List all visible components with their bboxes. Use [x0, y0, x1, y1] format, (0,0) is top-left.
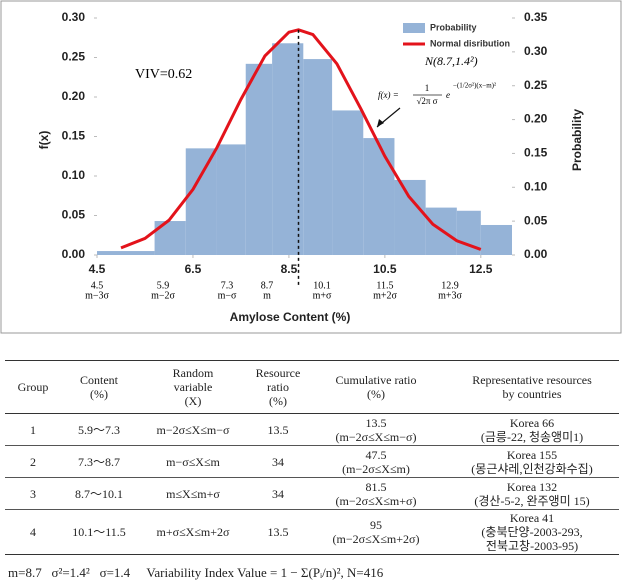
- table-cell: Korea 132 (경산-5-2, 완주앵미 15): [474, 479, 590, 508]
- y-tick-label: 0.10: [62, 168, 86, 182]
- y2-tick-label: 0.30: [524, 44, 548, 58]
- y2-tick-label: 0.15: [524, 146, 548, 160]
- x-tick-label: 6.5: [185, 262, 202, 276]
- table-cell: 34: [272, 454, 284, 469]
- y-tick-label: 0.25: [62, 50, 86, 64]
- sigma-value: 12.9: [441, 280, 459, 291]
- y2-tick-label: 0.00: [524, 247, 548, 261]
- bar: [245, 63, 273, 255]
- sigma-value: 7.3: [221, 280, 234, 291]
- table-cell: 5.9～7.3: [77, 422, 120, 437]
- table-row: 4 10.1～11.5 m+σ≤X≤m+2σ 13.5 95 (m−2σ≤X≤m+2σ)…: [5, 510, 619, 555]
- table-row: 1 5.9～7.3 m−2σ≤X≤m−σ 13.5 13.5 (m−2σ≤X≤m−σ) K…: [5, 414, 619, 446]
- table-cell: 13.5 (m−2σ≤X≤m−σ): [335, 415, 417, 444]
- table-cell: m−2σ≤X≤m−σ: [156, 422, 230, 437]
- table-cell: 4: [30, 525, 36, 539]
- table-row: 2 7.3～8.7 m−σ≤X≤m 34 47.5 (m−2σ≤X≤m) Korea 15…: [5, 446, 619, 478]
- y2-tick-label: 0.35: [524, 10, 548, 24]
- bar: [480, 224, 512, 255]
- y2-tick-label: 0.10: [524, 179, 548, 193]
- distribution-annotation: N(8.7,1.4²): [424, 54, 478, 68]
- y2-tick-label: 0.25: [524, 78, 548, 92]
- y-axis-title: f(x): [37, 131, 51, 150]
- y-tick-label: 0.00: [62, 247, 86, 261]
- table-cell: 1: [30, 422, 36, 437]
- bar: [303, 59, 333, 255]
- x-axis-title: Amylose Content (%): [230, 310, 351, 324]
- table-cell: 47.5 (m−2σ≤X≤m): [342, 447, 410, 476]
- sigma-label: m−3σ: [85, 290, 109, 301]
- x-tick-label: 8.5: [281, 262, 298, 276]
- formula-base: e: [446, 90, 450, 100]
- column-header: Resource ratio (%): [255, 366, 301, 408]
- sigma-value: 4.5: [91, 280, 104, 291]
- sigma-value: 8.7: [261, 280, 274, 291]
- column-header: Random variable (X): [172, 366, 214, 408]
- x-tick-label: 10.5: [373, 262, 397, 276]
- sigma-label: m: [263, 290, 271, 301]
- sigma-label: m−2σ: [151, 290, 175, 301]
- bar: [185, 148, 217, 255]
- table-cell: Korea 66 (금릉-22, 청송앵미1): [480, 415, 584, 444]
- formula: f(x) = 1 √2π σ e −(1/2σ²)(x−m)²: [378, 82, 496, 106]
- x-tick-label: 4.5: [89, 262, 106, 276]
- y2-axis-title: Probability: [570, 109, 584, 171]
- table-cell: 13.5: [267, 422, 289, 437]
- bar: [97, 251, 155, 255]
- x-tick-label: 12.5: [469, 262, 493, 276]
- table-cell: m+σ≤X≤m+2σ: [156, 525, 230, 539]
- sigma-label: m−σ: [218, 290, 237, 301]
- table-cell: 7.3～8.7: [77, 454, 120, 469]
- table-row: 3 8.7～10.1 m≤X≤m+σ 34 81.5 (m−2σ≤X≤m+σ) Korea…: [5, 478, 619, 510]
- y2-tick-label: 0.05: [524, 213, 548, 227]
- column-header: Cumulative ratio (%): [335, 373, 417, 401]
- column-header: Group: [17, 380, 49, 394]
- footnote: m=8.7 σ²=1.4² σ=1.4 Variability Index Va…: [8, 565, 384, 580]
- arrow-head: [377, 119, 384, 127]
- table-cell: m≤X≤m+σ: [166, 486, 220, 501]
- legend-label: Probability: [430, 22, 477, 32]
- bar: [394, 179, 426, 255]
- table-cell: m−σ≤X≤m: [166, 454, 220, 469]
- column-header: Content (%): [80, 373, 118, 401]
- bar: [363, 138, 395, 255]
- y-tick-label: 0.15: [62, 129, 86, 143]
- sigma-label: m+3σ: [438, 290, 462, 301]
- table-header: Group Content (%) Random variable (X) Resou…: [5, 360, 619, 414]
- y2-tick-label: 0.20: [524, 112, 548, 126]
- table-cell: 10.1～11.5: [72, 525, 126, 539]
- legend-swatch: [403, 23, 425, 33]
- bar: [332, 110, 364, 256]
- table-cell: 81.5 (m−2σ≤X≤m+σ): [335, 479, 417, 508]
- table-cell: Korea 155 (몽근샤레,인천강화수집): [471, 447, 593, 476]
- table-cell: 34: [272, 486, 284, 501]
- table-cell: 13.5: [267, 525, 289, 539]
- column-header: Representative resources by countries: [472, 373, 592, 401]
- y-tick-label: 0.20: [62, 89, 86, 103]
- chart-frame: [0, 0, 622, 334]
- table: Group Content (%) Random variable (X) Resou…: [5, 360, 619, 555]
- bar: [216, 144, 246, 255]
- formula-numerator: 1: [425, 83, 430, 93]
- chart: VIV=0.62 N(8.7,1.4²) f(x) = 1 √2π σ e −(…: [0, 0, 622, 334]
- formula-lhs: f(x) =: [378, 90, 399, 100]
- formula-exponent: −(1/2σ²)(x−m)²: [453, 82, 496, 90]
- table-cell: 3: [30, 486, 36, 501]
- y-tick-label: 0.05: [62, 208, 86, 222]
- y-tick-label: 0.30: [62, 10, 86, 24]
- formula-denominator: √2π σ: [416, 96, 437, 106]
- sigma-value: 5.9: [157, 280, 170, 291]
- sigma-value: 11.5: [376, 280, 393, 291]
- table-body: 1 5.9～7.3 m−2σ≤X≤m−σ 13.5 13.5 (m−2σ≤X≤m−σ) K…: [5, 414, 619, 555]
- table-cell: 8.7～10.1: [74, 486, 123, 501]
- table-cell: 95 (m−2σ≤X≤m+2σ): [332, 518, 420, 546]
- table-cell: Korea 41 (충북단양-2003-293, 전북고창-2003-95): [481, 511, 583, 553]
- legend-label: Normal disribution: [430, 38, 510, 48]
- sigma-label: m+σ: [313, 290, 332, 301]
- sigma-label: m+2σ: [373, 290, 397, 301]
- table-cell: 2: [30, 454, 36, 469]
- sigma-value: 10.1: [313, 280, 331, 291]
- viv-annotation: VIV=0.62: [135, 67, 192, 82]
